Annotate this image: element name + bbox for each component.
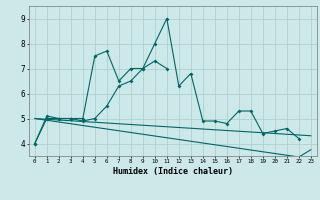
X-axis label: Humidex (Indice chaleur): Humidex (Indice chaleur) <box>113 167 233 176</box>
